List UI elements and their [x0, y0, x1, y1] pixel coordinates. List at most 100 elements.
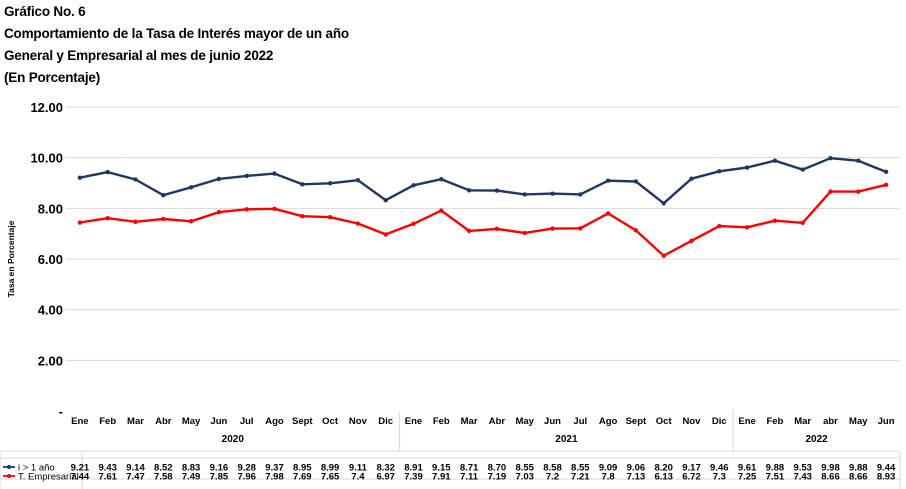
data-label: 9.15: [432, 463, 451, 474]
data-label: 8.91: [404, 463, 423, 474]
data-point: [883, 169, 889, 175]
chart-title: Comportamiento de la Tasa de Interés may…: [4, 26, 349, 41]
x-tick-label: Mar: [794, 416, 811, 427]
data-point: [689, 238, 694, 243]
data-point: [105, 216, 110, 221]
x-tick-label: Feb: [99, 416, 116, 427]
year-label: 2021: [555, 434, 578, 445]
data-label: 9.21: [71, 463, 90, 474]
x-tick-label: Feb: [433, 416, 450, 427]
data-point: [605, 178, 611, 183]
y-tick-label: 10.00: [30, 151, 63, 166]
data-point: [300, 182, 305, 187]
x-tick-label: Mar: [127, 416, 144, 427]
data-point: [633, 228, 639, 233]
x-tick-label: Feb: [766, 416, 783, 427]
data-label: 7.25: [738, 472, 757, 483]
x-tick-label: Ene: [71, 416, 88, 427]
data-label: 7.47: [126, 472, 145, 483]
data-label: 9.88: [849, 463, 868, 474]
data-label: 7.44: [71, 472, 90, 483]
x-tick-label: Dic: [378, 416, 393, 427]
x-tick-label: Ene: [405, 416, 422, 427]
data-point: [77, 175, 83, 180]
data-point: [244, 173, 249, 179]
y-tick-label: 12.00: [30, 100, 63, 115]
data-label: 8.99: [321, 463, 340, 474]
data-label: 8.95: [293, 463, 312, 474]
data-label: 7.8: [601, 472, 614, 483]
data-label: 7.65: [321, 472, 340, 483]
y-tick-label: 2.00: [38, 353, 63, 368]
x-tick-label: Sept: [292, 416, 313, 427]
data-label: 7.03: [515, 472, 534, 483]
x-tick-label: Jun: [210, 416, 227, 427]
x-tick-label: abr: [823, 416, 838, 427]
data-point: [717, 169, 722, 174]
data-label: 7.13: [627, 472, 646, 483]
data-label: 9.43: [98, 463, 117, 474]
data-point: [411, 183, 416, 188]
data-point: [77, 220, 83, 225]
chart-unit: (En Porcentaje): [4, 70, 101, 85]
data-point: [188, 219, 194, 224]
x-tick-label: Dic: [712, 416, 727, 427]
data-point: [633, 179, 639, 184]
data-point: [272, 171, 277, 176]
data-point: [605, 211, 611, 216]
data-point: [133, 177, 138, 182]
data-label: 7.98: [265, 472, 284, 483]
data-point: [828, 155, 833, 161]
data-point: [411, 221, 416, 226]
x-tick-label: Jul: [573, 416, 587, 427]
data-label: 9.06: [627, 463, 646, 474]
data-point: [800, 220, 805, 225]
data-label: 7.2: [546, 472, 559, 483]
data-point: [494, 188, 500, 193]
data-point: [161, 192, 166, 198]
data-label: 7.58: [154, 472, 173, 483]
data-point: [578, 192, 583, 197]
data-label: 9.61: [738, 463, 757, 474]
data-label: 7.11: [460, 472, 479, 483]
data-label: 8.70: [488, 463, 507, 474]
y-axis-title: Tasa en Porcentaje: [6, 220, 16, 297]
x-tick-label: Abr: [155, 416, 172, 427]
data-point: [689, 176, 694, 181]
data-point: [439, 177, 444, 182]
data-point: [661, 253, 666, 258]
data-label: 7.49: [182, 472, 201, 483]
data-label: 8.20: [654, 463, 673, 474]
data-label: 8.66: [821, 472, 840, 483]
y-tick-label: 6.00: [38, 252, 63, 267]
y-tick-label: 4.00: [38, 303, 63, 318]
data-label: 9.14: [126, 463, 145, 474]
legend-label: T. Empresarial: [18, 472, 79, 483]
x-tick-label: Nov: [683, 416, 702, 427]
year-label: 2022: [805, 434, 828, 445]
data-label: 9.46: [710, 463, 729, 474]
data-point: [578, 226, 583, 231]
data-label: 6.72: [682, 472, 701, 483]
x-tick-label: Jun: [544, 416, 561, 427]
data-label: 8.83: [182, 463, 201, 474]
x-tick-label: Jul: [240, 416, 254, 427]
x-tick-label: Oct: [656, 416, 673, 427]
data-label: 9.37: [265, 463, 284, 474]
data-point: [550, 191, 555, 196]
data-point: [717, 223, 722, 229]
x-tick-label: Ago: [599, 416, 618, 427]
x-tick-label: Sept: [626, 416, 647, 427]
data-label: 9.09: [599, 463, 618, 474]
data-point: [300, 213, 305, 219]
series-line: [79, 183, 887, 257]
x-tick-label: Ago: [265, 416, 284, 427]
y-tick-label: 8.00: [38, 201, 63, 216]
data-point: [188, 185, 194, 190]
data-point: [216, 209, 222, 215]
data-label: 9.53: [793, 463, 812, 474]
data-label: 9.11: [349, 463, 368, 474]
data-point: [550, 226, 555, 231]
data-point: [355, 178, 361, 183]
data-label: 8.55: [515, 463, 534, 474]
